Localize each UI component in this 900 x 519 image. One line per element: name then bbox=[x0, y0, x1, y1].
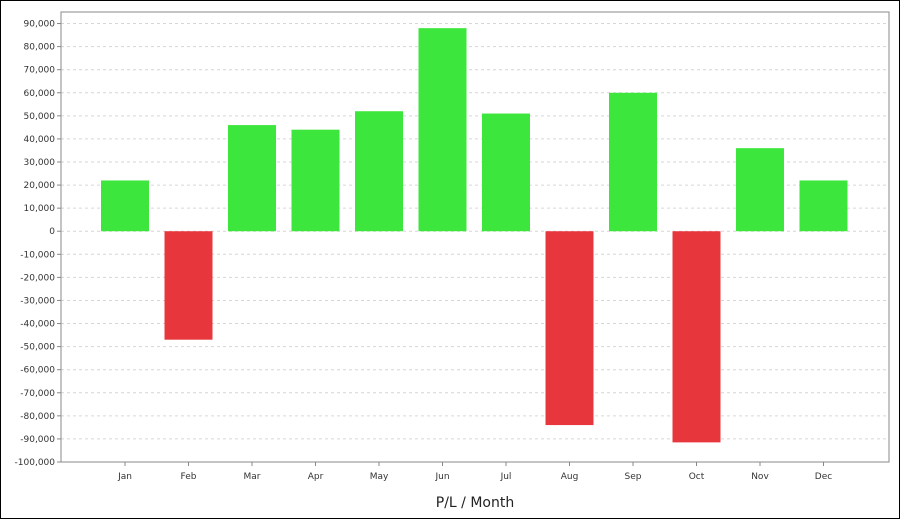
x-axis-title: P/L / Month bbox=[436, 495, 514, 511]
y-tick-label: -60,000 bbox=[20, 366, 55, 376]
y-tick-label: -80,000 bbox=[20, 412, 55, 422]
x-tick-label: Jul bbox=[500, 472, 512, 482]
x-tick-label: Feb bbox=[181, 472, 197, 482]
y-tick-label: 10,000 bbox=[24, 204, 56, 214]
bar-mar bbox=[228, 125, 276, 232]
x-tick-label: Oct bbox=[689, 472, 705, 482]
bar-oct bbox=[672, 231, 721, 443]
y-tick-label: 20,000 bbox=[24, 181, 56, 191]
y-tick-label: -20,000 bbox=[20, 273, 55, 283]
x-tick-labels: Jan Feb Mar Apr May Jun Jul Aug Sep Oct Nov Dec bbox=[117, 462, 832, 482]
bar-may bbox=[355, 111, 403, 232]
x-tick-label: Mar bbox=[244, 472, 261, 482]
y-tick-label: 30,000 bbox=[24, 158, 56, 168]
y-tick-label: -40,000 bbox=[20, 320, 55, 330]
y-tick-label: -30,000 bbox=[20, 296, 55, 306]
y-tick-label: 0 bbox=[49, 227, 55, 237]
bar-aug bbox=[545, 231, 594, 426]
x-tick-label: Aug bbox=[561, 472, 579, 482]
bar-sep bbox=[609, 92, 657, 232]
plot-area bbox=[60, 11, 890, 463]
y-tick-label: -100,000 bbox=[15, 458, 56, 468]
x-tick-label: May bbox=[370, 472, 389, 482]
bar-dec bbox=[799, 180, 848, 232]
bars bbox=[101, 28, 848, 443]
bar-feb bbox=[164, 231, 213, 340]
bar-jun bbox=[418, 28, 467, 232]
x-tick-label: Jan bbox=[117, 472, 132, 482]
y-tick-label: 70,000 bbox=[24, 66, 56, 76]
y-tick-label: 60,000 bbox=[24, 89, 56, 99]
bar-jan bbox=[101, 180, 149, 232]
y-tick-label: -70,000 bbox=[20, 389, 55, 399]
y-tick-label: 90,000 bbox=[24, 20, 56, 30]
x-tick-label: Jun bbox=[434, 472, 449, 482]
y-tick-label: -90,000 bbox=[20, 435, 55, 445]
bar-nov bbox=[736, 148, 784, 232]
y-tick-label: 80,000 bbox=[24, 43, 56, 53]
bar-apr bbox=[291, 129, 340, 232]
x-tick-label: Apr bbox=[308, 472, 324, 482]
x-tick-label: Sep bbox=[625, 472, 642, 482]
y-tick-label: 40,000 bbox=[24, 135, 56, 145]
y-tick-labels: 90,000 80,000 70,000 60,000 50,000 40,000 30,0… bbox=[15, 20, 61, 468]
x-tick-label: Nov bbox=[751, 472, 769, 482]
y-tick-label: -50,000 bbox=[20, 343, 55, 353]
x-tick-label: Dec bbox=[815, 472, 832, 482]
y-tick-label: 50,000 bbox=[24, 112, 56, 122]
bar-jul bbox=[482, 113, 530, 232]
y-tick-label: -10,000 bbox=[20, 250, 55, 260]
